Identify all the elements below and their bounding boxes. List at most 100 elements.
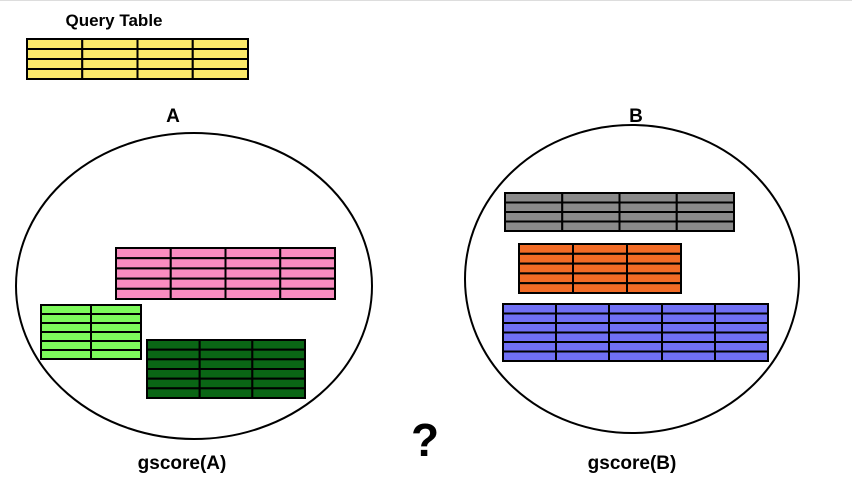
table-cell [626,262,682,275]
table-cell [626,252,682,265]
gscore-a-label: gscore(A) [138,453,227,474]
table-cell [115,287,172,300]
table-cell [169,257,227,270]
table-cell [191,58,249,70]
table-cell [146,387,201,400]
table-cell [146,339,201,351]
table-cell [661,322,716,334]
table-cell [561,192,621,204]
table-cell [81,58,139,70]
table-cell [146,377,201,390]
table-cell [518,243,574,255]
table-cell [251,387,306,400]
table-cell [572,252,628,265]
table-cell [90,304,142,315]
table-cell [555,303,610,315]
table-cell [502,341,557,353]
table-cell [714,350,769,362]
table-cell [502,331,557,343]
orange-table [518,243,682,295]
table-cell [714,303,769,315]
set-b-label: B [629,106,643,127]
table-cell [675,220,735,232]
table-cell [191,68,249,80]
table-cell [608,303,663,315]
table-cell [555,350,610,362]
pink-table [115,247,336,300]
table-cell [198,368,254,380]
table-cell [224,257,282,270]
set-a-ellipse [15,132,373,440]
table-cell [191,38,249,50]
table-cell [81,48,139,60]
table-cell [90,322,142,333]
table-cell [26,58,84,70]
table-cell [675,211,735,223]
table-cell [224,277,282,290]
table-cell [618,211,678,223]
table-cell [26,38,84,50]
table-cell [251,377,306,390]
table-cell [504,201,564,213]
table-cell [561,211,621,223]
table-cell [518,252,574,265]
table-cell [115,267,172,280]
table-cell [169,277,227,290]
table-cell [626,282,682,295]
table-cell [502,322,557,334]
table-cell [572,262,628,275]
table-cell [279,247,336,260]
table-cell [115,257,172,270]
gscore-b-label: gscore(B) [588,453,677,474]
table-cell [40,304,92,315]
table-cell [618,220,678,232]
table-cell [608,350,663,362]
gray-table [504,192,735,232]
table-cell [136,48,194,60]
table-cell [198,377,254,390]
table-cell [279,287,336,300]
table-cell [518,262,574,275]
table-cell [661,350,716,362]
table-cell [626,272,682,285]
table-cell [136,68,194,80]
table-cell [661,303,716,315]
table-cell [40,340,92,351]
table-cell [40,322,92,333]
table-cell [90,349,142,360]
table-cell [198,339,254,351]
table-cell [608,331,663,343]
table-cell [626,243,682,255]
table-cell [714,312,769,324]
table-cell [146,368,201,380]
table-cell [279,277,336,290]
table-cell [572,282,628,295]
table-cell [26,48,84,60]
table-cell [169,247,227,260]
table-cell [224,247,282,260]
table-cell [90,313,142,324]
table-cell [561,220,621,232]
table-cell [618,192,678,204]
table-cell [555,341,610,353]
question-mark: ? [411,414,439,466]
table-cell [618,201,678,213]
table-cell [518,282,574,295]
table-cell [608,341,663,353]
table-cell [81,68,139,80]
light-green-table [40,304,142,360]
table-cell [224,287,282,300]
table-cell [81,38,139,50]
table-cell [40,349,92,360]
table-cell [136,38,194,50]
table-cell [572,272,628,285]
table-cell [661,312,716,324]
table-cell [555,322,610,334]
table-cell [504,220,564,232]
table-cell [169,267,227,280]
table-cell [198,358,254,371]
table-cell [40,313,92,324]
table-cell [191,48,249,60]
